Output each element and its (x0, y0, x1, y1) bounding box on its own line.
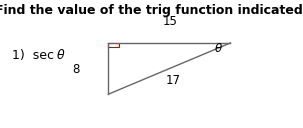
Text: θ: θ (57, 49, 65, 62)
Text: 17: 17 (165, 74, 180, 87)
Bar (108, 43, 119, 47)
Text: 1)  sec: 1) sec (12, 49, 58, 62)
Text: 15: 15 (162, 15, 177, 28)
Text: θ: θ (215, 42, 222, 55)
Text: Find the value of the trig function indicated.: Find the value of the trig function indi… (0, 4, 303, 17)
Text: 8: 8 (72, 63, 79, 76)
